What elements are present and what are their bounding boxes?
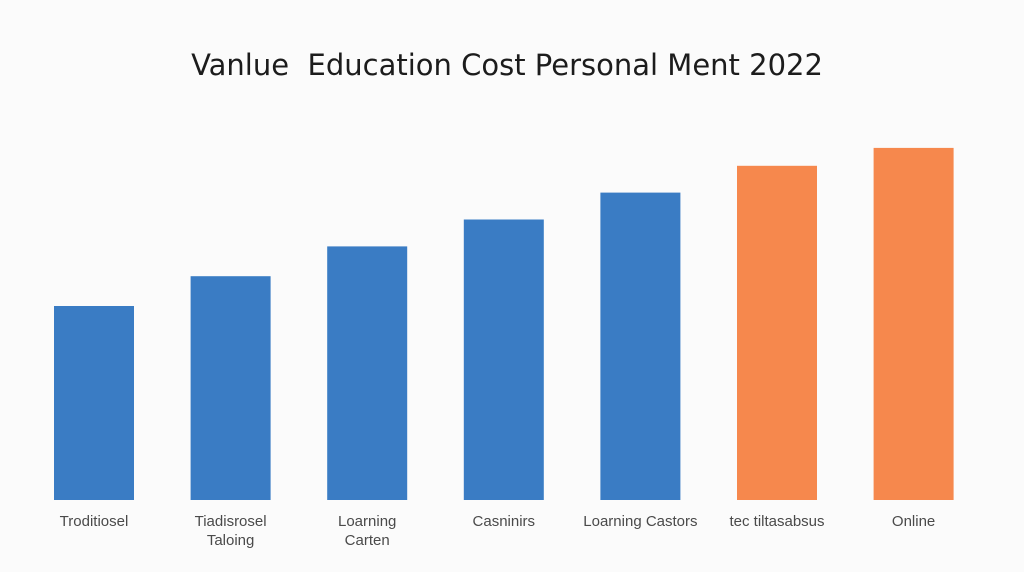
x-tick-labels: Troditiosel Tiadisrosel Taloing Loarning Car…	[60, 513, 936, 549]
x-tick-label-line: Troditiosel	[60, 513, 129, 530]
x-tick-label-line: Casninirs	[473, 513, 536, 530]
bar-5	[600, 192, 681, 500]
chart-title: Vanlue Education Cost Personal Ment 2022	[191, 48, 823, 82]
x-tick-label-1: Troditiosel	[60, 513, 129, 530]
bar-6	[737, 165, 817, 501]
bar-2	[190, 276, 271, 500]
x-tick-label-line: Loarning	[338, 513, 396, 530]
x-tick-label-line: Carten	[345, 532, 390, 549]
x-tick-label-3: Loarning Carten	[338, 513, 396, 549]
x-tick-label-2: Tiadisrosel Taloing	[195, 513, 267, 549]
x-tick-label-line: Loarning Castors	[583, 513, 697, 530]
x-tick-label-line: Tiadisrosel	[195, 513, 267, 530]
x-tick-label-7: Online	[892, 513, 935, 530]
x-tick-label-line: Taloing	[207, 532, 255, 549]
x-tick-label-5: Loarning Castors	[583, 513, 697, 530]
bar-1	[54, 306, 134, 500]
bars-group	[54, 147, 954, 501]
x-tick-label-line: Online	[892, 513, 935, 530]
x-tick-label-6: tec tiltasabsus	[729, 513, 824, 530]
bar-7	[873, 147, 954, 500]
x-tick-label-4: Casninirs	[473, 513, 536, 530]
bar-3	[327, 246, 408, 500]
x-tick-label-line: tec tiltasabsus	[729, 513, 824, 530]
bar-4	[463, 219, 544, 500]
